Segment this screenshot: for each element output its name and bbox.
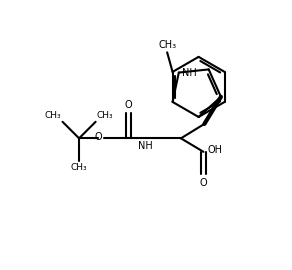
- Text: O: O: [200, 178, 207, 188]
- Text: OH: OH: [207, 145, 222, 155]
- Text: CH₃: CH₃: [97, 111, 113, 120]
- Text: NH: NH: [138, 141, 152, 151]
- Text: NH: NH: [182, 68, 197, 77]
- Text: O: O: [125, 100, 132, 110]
- Text: CH₃: CH₃: [71, 163, 87, 172]
- Text: CH₃: CH₃: [44, 111, 61, 120]
- Text: O: O: [95, 132, 102, 142]
- Text: CH₃: CH₃: [158, 40, 176, 50]
